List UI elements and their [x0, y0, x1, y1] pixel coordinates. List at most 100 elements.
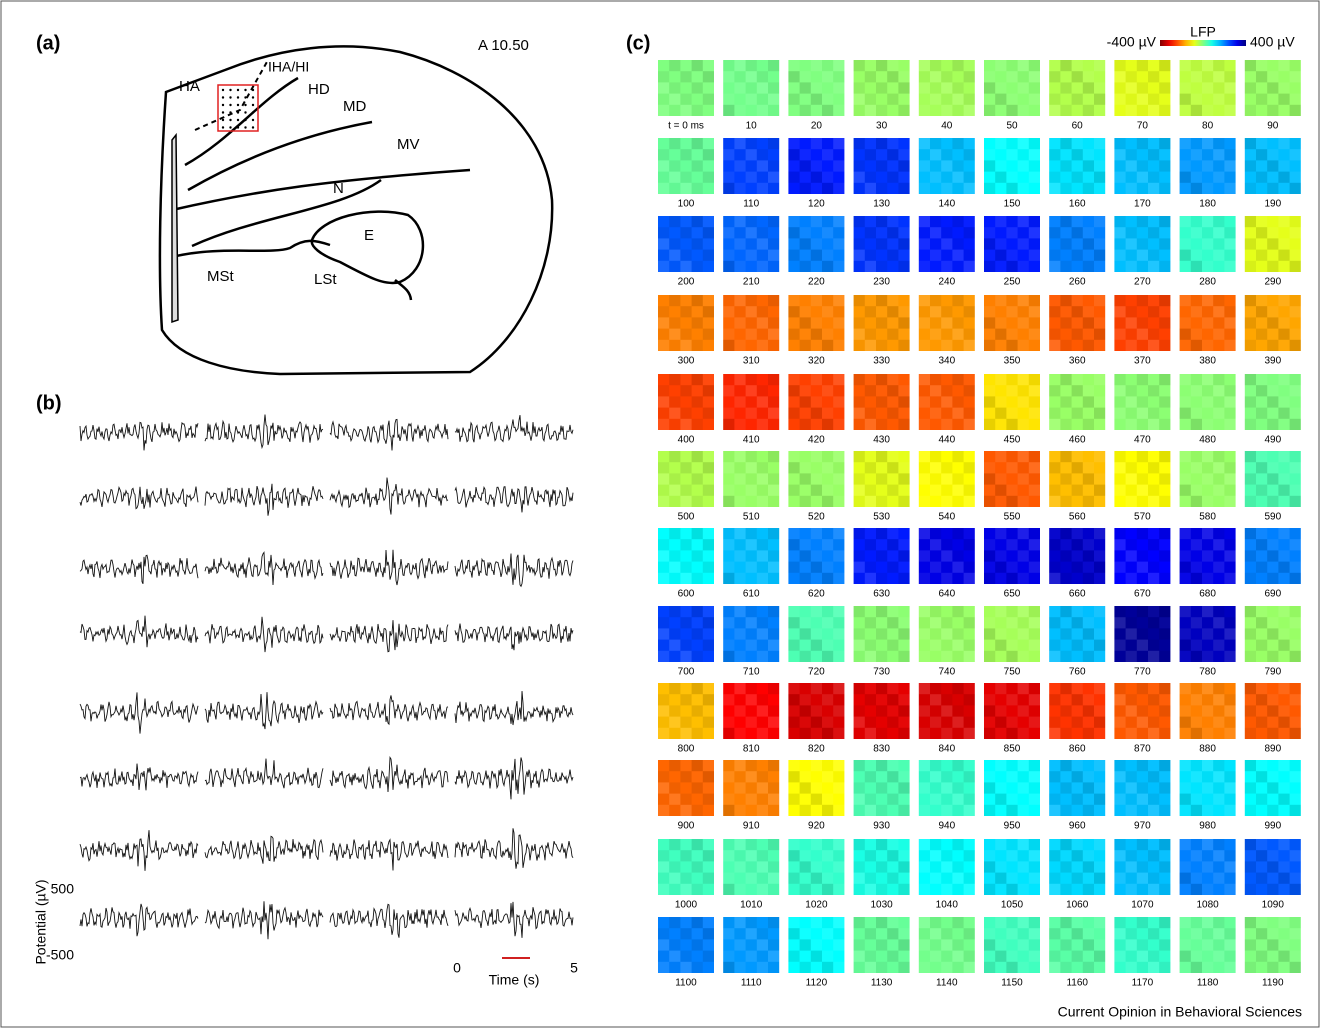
frame-texture: [854, 794, 865, 805]
frame-texture: [1191, 760, 1202, 771]
frame-texture: [1278, 295, 1289, 306]
brain-schematic: [160, 46, 552, 374]
frame-texture: [964, 60, 975, 71]
frame-texture: [930, 317, 941, 328]
frame-texture: [1224, 794, 1235, 805]
frame-texture: [919, 694, 930, 705]
frame-texture: [984, 951, 995, 962]
frame-texture: [876, 138, 887, 149]
frame-texture: [984, 694, 995, 705]
frame-texture: [1006, 771, 1017, 782]
frame-texture: [723, 216, 734, 227]
frame-texture: [898, 160, 909, 171]
frame-texture: [1213, 928, 1224, 939]
frame-texture: [703, 928, 714, 939]
frame-texture: [1029, 408, 1040, 419]
frame-texture: [1083, 71, 1094, 82]
frame-label: t = 0 ms: [668, 121, 704, 132]
frame-texture: [788, 771, 799, 782]
frame-label: 880: [1199, 744, 1216, 755]
frame-texture: [1202, 782, 1213, 793]
frame-texture: [964, 105, 975, 116]
frame-label: 100: [678, 199, 695, 210]
frame-texture: [1072, 149, 1083, 160]
frame-texture: [669, 60, 680, 71]
frame-texture: [1159, 419, 1170, 430]
frame-texture: [757, 71, 768, 82]
frame-texture: [1278, 782, 1289, 793]
frame-texture: [1202, 771, 1213, 782]
frame-texture: [964, 340, 975, 351]
frame-texture: [1083, 183, 1094, 194]
frame-texture: [1049, 805, 1060, 816]
frame-texture: [1191, 640, 1202, 651]
frame-texture: [1245, 385, 1256, 396]
frame-texture: [669, 408, 680, 419]
frame-texture: [768, 951, 779, 962]
frame-texture: [692, 105, 703, 116]
frame-texture: [658, 651, 669, 662]
frame-texture: [865, 573, 876, 584]
frame-texture: [887, 928, 898, 939]
frame-texture: [703, 329, 714, 340]
frame-texture: [887, 216, 898, 227]
frame-texture: [952, 606, 963, 617]
frame-texture: [1114, 939, 1125, 950]
frame-texture: [811, 873, 822, 884]
frame-texture: [680, 850, 691, 861]
frame-texture: [1180, 573, 1191, 584]
frame-texture: [919, 628, 930, 639]
frame-texture: [1072, 160, 1083, 171]
frame-texture: [995, 250, 1006, 261]
frame-texture: [1114, 628, 1125, 639]
frame-texture: [723, 694, 734, 705]
frame-texture: [919, 216, 930, 227]
frame-texture: [1213, 71, 1224, 82]
frame-texture: [952, 705, 963, 716]
frame-texture: [919, 227, 930, 238]
frame-texture: [876, 216, 887, 227]
frame-texture: [768, 238, 779, 249]
frame-texture: [1224, 771, 1235, 782]
frame-texture: [746, 839, 757, 850]
frame-texture: [757, 628, 768, 639]
frame-texture: [680, 683, 691, 694]
frame-texture: [1029, 238, 1040, 249]
frame-texture: [822, 651, 833, 662]
frame-texture: [919, 374, 930, 385]
frame-texture: [833, 462, 844, 473]
frame-texture: [723, 295, 734, 306]
frame-texture: [952, 651, 963, 662]
frame-texture: [1049, 138, 1060, 149]
frame-texture: [919, 928, 930, 939]
frame-texture: [964, 451, 975, 462]
frame-texture: [658, 771, 669, 782]
frame-texture: [995, 873, 1006, 884]
frame-texture: [1126, 419, 1137, 430]
frame-texture: [941, 105, 952, 116]
frame-texture: [1094, 485, 1105, 496]
frame-texture: [1060, 227, 1071, 238]
frame-texture: [1256, 238, 1267, 249]
frame-texture: [1029, 794, 1040, 805]
frame-texture: [1137, 408, 1148, 419]
frame-texture: [995, 760, 1006, 771]
frame-texture: [865, 839, 876, 850]
frame-texture: [788, 216, 799, 227]
frame-texture: [1072, 873, 1083, 884]
frame-texture: [1006, 105, 1017, 116]
frame-texture: [1202, 374, 1213, 385]
frame-texture: [995, 528, 1006, 539]
frame-label: 1110: [741, 978, 762, 989]
frame-texture: [941, 82, 952, 93]
frame-texture: [1191, 485, 1202, 496]
frame-texture: [1006, 227, 1017, 238]
frame-texture: [768, 408, 779, 419]
frame-texture: [1148, 683, 1159, 694]
frame-texture: [1278, 651, 1289, 662]
frame-texture: [1224, 94, 1235, 105]
frame-texture: [1213, 385, 1224, 396]
frame-texture: [734, 683, 745, 694]
frame-texture: [833, 805, 844, 816]
frame-texture: [734, 419, 745, 430]
